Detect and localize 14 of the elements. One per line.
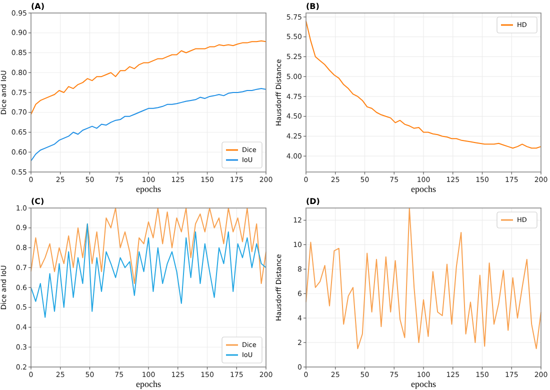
line-series [30,40,266,115]
x-axis-title: epochs [411,184,436,194]
line-series [30,223,266,318]
line-series [30,88,266,162]
x-axis-title: epochs [136,184,162,194]
chart-title: (A) [31,2,45,11]
chart-title: (D) [306,197,320,206]
x-axis-title: epochs [411,379,436,389]
line-series [30,208,266,284]
chart-title: (B) [306,2,320,11]
chart-title: (C) [31,197,44,206]
line-series [306,20,542,149]
x-axis-title: epochs [136,379,162,389]
line-series [306,208,542,350]
